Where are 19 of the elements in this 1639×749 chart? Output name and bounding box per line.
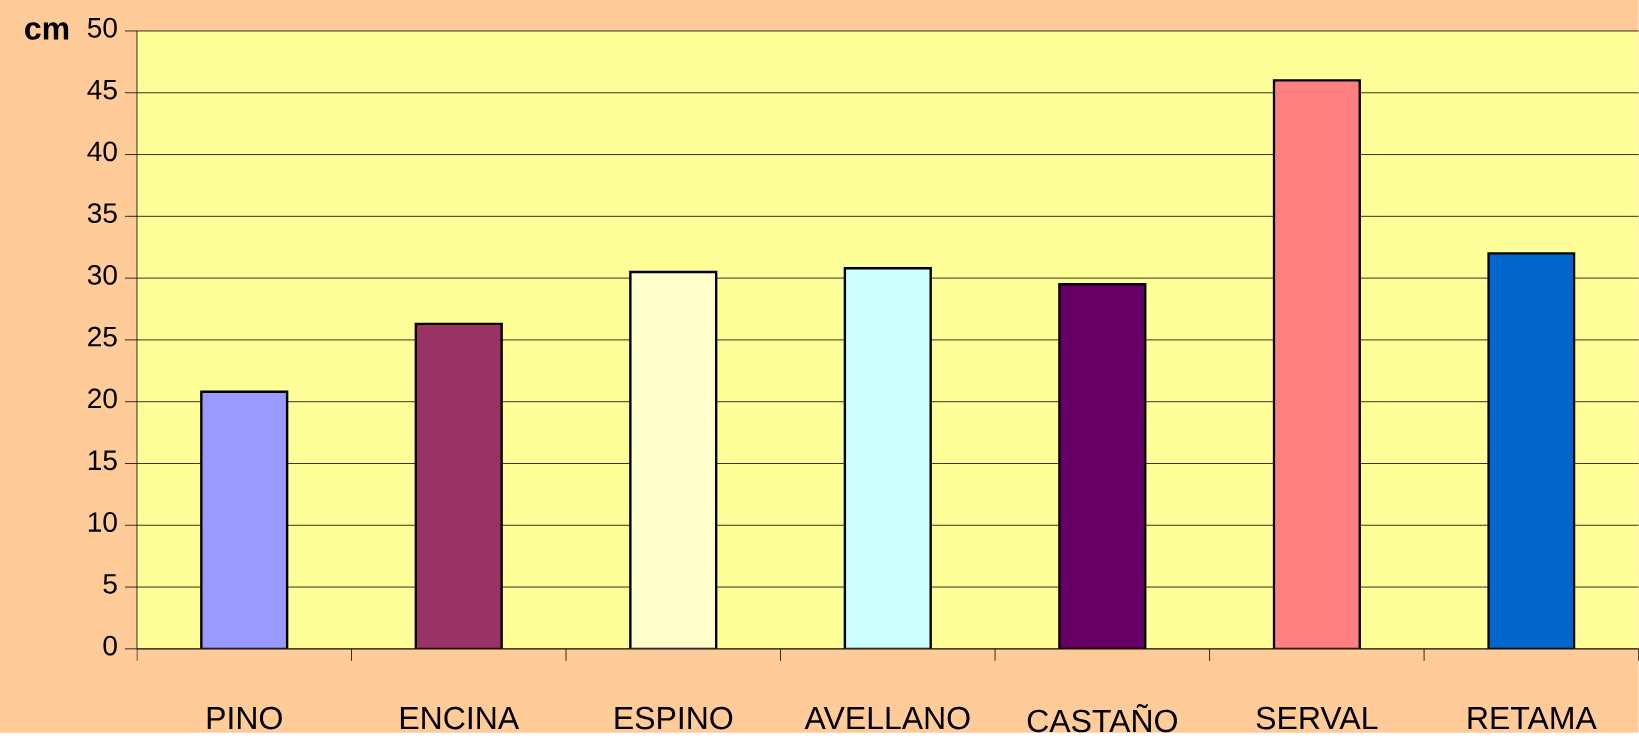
x-tick-label: ESPINO xyxy=(615,706,733,730)
y-tick-label: 25 xyxy=(88,326,117,347)
y-tick-label: 35 xyxy=(87,202,117,223)
x-tick-label: ENCINA xyxy=(400,706,520,730)
x-tick-label: SERVAL xyxy=(1256,706,1378,730)
y-axis-title: cm xyxy=(25,22,69,40)
y-tick-label: 45 xyxy=(87,79,117,100)
x-tick-label: RETAMA xyxy=(1468,706,1597,729)
y-tick-label: 5 xyxy=(103,573,117,594)
x-tick-label: PINO xyxy=(207,706,282,730)
y-tick-label: 50 xyxy=(87,17,117,38)
y-tick-label: 0 xyxy=(103,635,117,656)
y-tick-label: 40 xyxy=(87,141,117,162)
y-tick-label: 15 xyxy=(88,450,117,470)
x-tick-label: AVELLANO xyxy=(804,706,970,730)
x-tick-label: CASTAÑO xyxy=(1027,703,1177,733)
y-tick-label: 10 xyxy=(88,511,117,532)
y-tick-label: 20 xyxy=(88,388,117,409)
y-tick-label: 30 xyxy=(87,264,117,285)
